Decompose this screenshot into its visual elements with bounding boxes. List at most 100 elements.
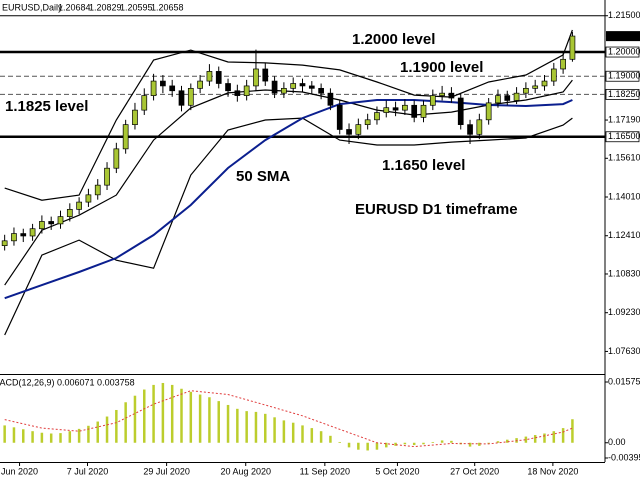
y-tick-label: 0.00 [608, 437, 626, 447]
candle-body [457, 97, 464, 125]
y-tick-label: 1.12410 [608, 230, 640, 240]
candle-body [402, 104, 408, 111]
candle-body [411, 104, 418, 118]
candle-body [141, 95, 148, 111]
candle-body [550, 68, 557, 82]
candle-body [262, 68, 269, 82]
indicator-title: MACD(12,26,9) 0.006071 0.003758 [0, 377, 135, 387]
candle-body [20, 233, 27, 237]
candle-body [104, 167, 110, 186]
annotation: 1.2000 level [352, 31, 435, 48]
candle-body [122, 124, 129, 150]
candle-body [11, 233, 17, 242]
annotation: 50 SMA [236, 168, 290, 185]
candle-body [225, 83, 231, 92]
candle-body [39, 221, 45, 230]
candle-body [560, 58, 566, 70]
indicator-line [4, 29, 573, 201]
x-tick-label: 18 Nov 2020 [527, 466, 578, 476]
candle-body [76, 201, 82, 210]
header-value: 1.20658 [151, 2, 184, 12]
x-tick-label: 11 Sep 2020 [300, 466, 350, 476]
level-label-box [605, 46, 640, 58]
candle-body [355, 124, 362, 135]
candle-body [206, 71, 213, 82]
candle-body [383, 107, 390, 113]
header-value: 1.20595 [120, 2, 153, 12]
candle-body [439, 92, 445, 96]
y-tick-label: 1.09230 [608, 307, 640, 317]
annotation: 1.1900 level [400, 59, 483, 76]
y-tick-label: 0.01575 [608, 376, 640, 386]
candle-body [429, 95, 436, 106]
candle-body [290, 83, 297, 89]
candle-body [392, 107, 399, 111]
candle-body [448, 92, 455, 99]
x-tick-label: 27 Oct 2020 [450, 466, 499, 476]
candle-body [160, 80, 166, 87]
candle-body [299, 83, 306, 87]
indicator-line [4, 99, 573, 300]
candle-body [178, 90, 185, 106]
level-label-box [605, 131, 640, 143]
y-tick-label: 1.07630 [608, 346, 640, 356]
level-label: 1.16500 [608, 131, 640, 141]
candle-body [504, 95, 511, 101]
candle-body [327, 92, 334, 106]
candle-body [485, 102, 492, 121]
candle-body [132, 109, 138, 125]
indicator-line [4, 79, 573, 286]
candle-body [467, 124, 473, 135]
price-label: 1.20658 [608, 30, 640, 40]
y-tick-label: 1.15610 [608, 153, 640, 163]
y-tick-label: 1.10830 [608, 268, 640, 278]
x-tick-label: 20 Aug 2020 [220, 466, 271, 476]
level-label: 1.18250 [608, 89, 640, 99]
candle-body [253, 68, 259, 87]
candle-body [1, 240, 8, 247]
annotation: 1.1650 level [382, 157, 465, 174]
candle-body [243, 85, 250, 96]
candle-body [85, 194, 92, 203]
candle-body [113, 148, 120, 169]
candle-body [271, 80, 278, 94]
candle-body [420, 104, 427, 118]
candle-body [308, 85, 315, 89]
level-label: 1.19000 [608, 71, 640, 81]
candle-body [281, 87, 287, 94]
signal-line [4, 390, 573, 448]
x-tick-label: Jun 2020 [1, 466, 38, 476]
y-tick-label: -0.00395 [608, 452, 640, 462]
candle-body [29, 228, 36, 237]
candle-body [169, 85, 176, 92]
candle-body [187, 87, 194, 106]
level-label: 1.20000 [608, 46, 640, 56]
price-label-box [606, 31, 640, 42]
annotation: 1.1825 level [5, 98, 88, 115]
candle-body [336, 104, 343, 130]
candle-body [215, 71, 222, 84]
candle-body [569, 35, 576, 60]
header-value: 1.20684 [58, 2, 91, 12]
candle-body [94, 184, 101, 196]
candle-body [234, 90, 241, 96]
candle-body [541, 80, 548, 87]
candle-body [48, 221, 55, 225]
candle-body [318, 87, 324, 94]
candle-body [150, 80, 157, 96]
y-tick-label: 1.14010 [608, 191, 640, 201]
y-tick-label: 1.21500 [608, 10, 640, 20]
chart-header: EURUSD,Daily [2, 2, 63, 12]
annotation: EURUSD D1 timeframe [355, 201, 518, 218]
candle-body [532, 85, 539, 89]
candle-body [374, 112, 380, 121]
candle-body [57, 216, 64, 225]
level-label-box [605, 88, 640, 100]
level-label-box [605, 70, 640, 82]
x-tick-label: 29 Jul 2020 [143, 466, 190, 476]
candle-body [66, 209, 73, 217]
candle-body [495, 95, 501, 104]
candle-body [364, 119, 371, 125]
